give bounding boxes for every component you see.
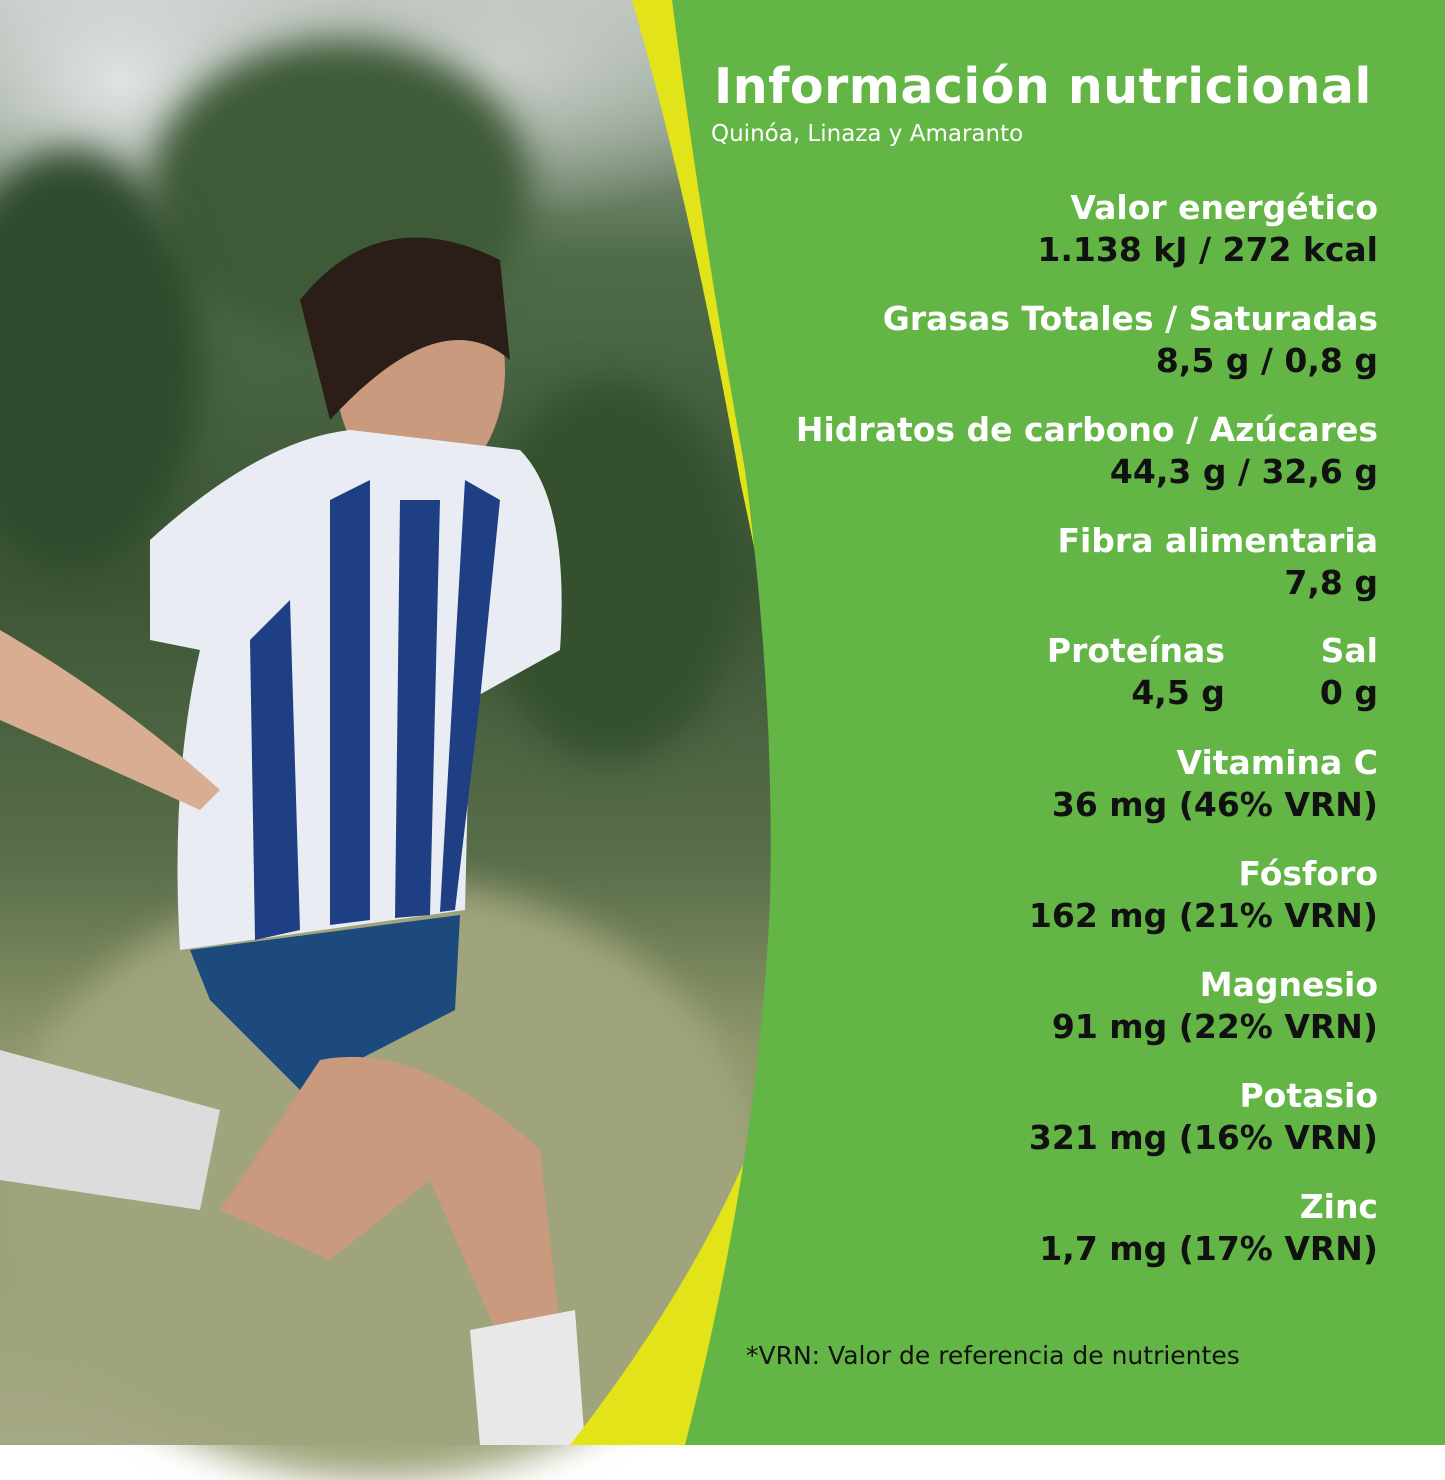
nutrient-label: Magnesio <box>1199 965 1378 1004</box>
nutrient-label: Proteínas <box>1046 631 1225 670</box>
nutrient-label: Valor energético <box>1070 188 1378 227</box>
nutrient-zinc: Zinc 1,7 mg (17% VRN) <box>738 1186 1378 1270</box>
nutrient-label: Zinc <box>1299 1187 1378 1226</box>
decorative-wave <box>570 0 1445 1445</box>
nutrient-label: Fósforo <box>1238 854 1379 893</box>
nutrient-pair: Proteínas 4,5 g Sal 0 g <box>1047 630 1378 714</box>
nutrient-value: 1,7 mg (17% VRN) <box>1039 1229 1378 1268</box>
player-figure <box>0 237 585 1445</box>
nutrient-value: 1.138 kJ / 272 kcal <box>1037 230 1378 269</box>
nutrient-carbs: Hidratos de carbono / Azúcares 44,3 g / … <box>738 409 1378 493</box>
nutrient-magnesium: Magnesio 91 mg (22% VRN) <box>738 964 1378 1048</box>
nutrient-salt: Sal 0 g <box>1320 630 1378 714</box>
nutrient-value: 4,5 g <box>1131 673 1225 712</box>
nutrient-value: 321 mg (16% VRN) <box>1028 1118 1378 1157</box>
nutrient-energy: Valor energético 1.138 kJ / 272 kcal <box>738 187 1378 271</box>
nutrient-value: 91 mg (22% VRN) <box>1051 1007 1378 1046</box>
nutrient-vitamin-c: Vitamina C 36 mg (46% VRN) <box>738 742 1378 826</box>
nutrient-value: 0 g <box>1319 673 1378 712</box>
nutrient-label: Vitamina C <box>1176 743 1378 782</box>
nutrient-label: Fibra alimentaria <box>1057 521 1378 560</box>
nutrient-fats: Grasas Totales / Saturadas 8,5 g / 0,8 g <box>738 298 1378 382</box>
nutrient-value: 44,3 g / 32,6 g <box>1109 452 1378 491</box>
nutrient-value: 162 mg (21% VRN) <box>1028 896 1378 935</box>
nutrient-value: 8,5 g / 0,8 g <box>1155 341 1378 380</box>
nutrient-protein: Proteínas 4,5 g <box>1047 630 1225 714</box>
nutrient-label: Grasas Totales / Saturadas <box>882 299 1378 338</box>
page-title: Información nutricional <box>714 58 1372 115</box>
nutrient-phosphorus: Fósforo 162 mg (21% VRN) <box>738 853 1378 937</box>
nutrient-label: Sal <box>1320 631 1378 670</box>
nutrient-fiber: Fibra alimentaria 7,8 g <box>738 520 1378 604</box>
nutrient-label: Potasio <box>1239 1076 1378 1115</box>
nutrient-label: Hidratos de carbono / Azúcares <box>795 410 1378 449</box>
green-panel <box>672 0 1445 1445</box>
nutrient-potassium: Potasio 321 mg (16% VRN) <box>738 1075 1378 1159</box>
nutrient-value: 36 mg (46% VRN) <box>1051 785 1378 824</box>
product-subtitle: Quinóa, Linaza y Amaranto <box>711 121 1024 147</box>
footnote: *VRN: Valor de referencia de nutrientes <box>746 1341 1240 1370</box>
nutrient-value: 7,8 g <box>1284 563 1378 602</box>
